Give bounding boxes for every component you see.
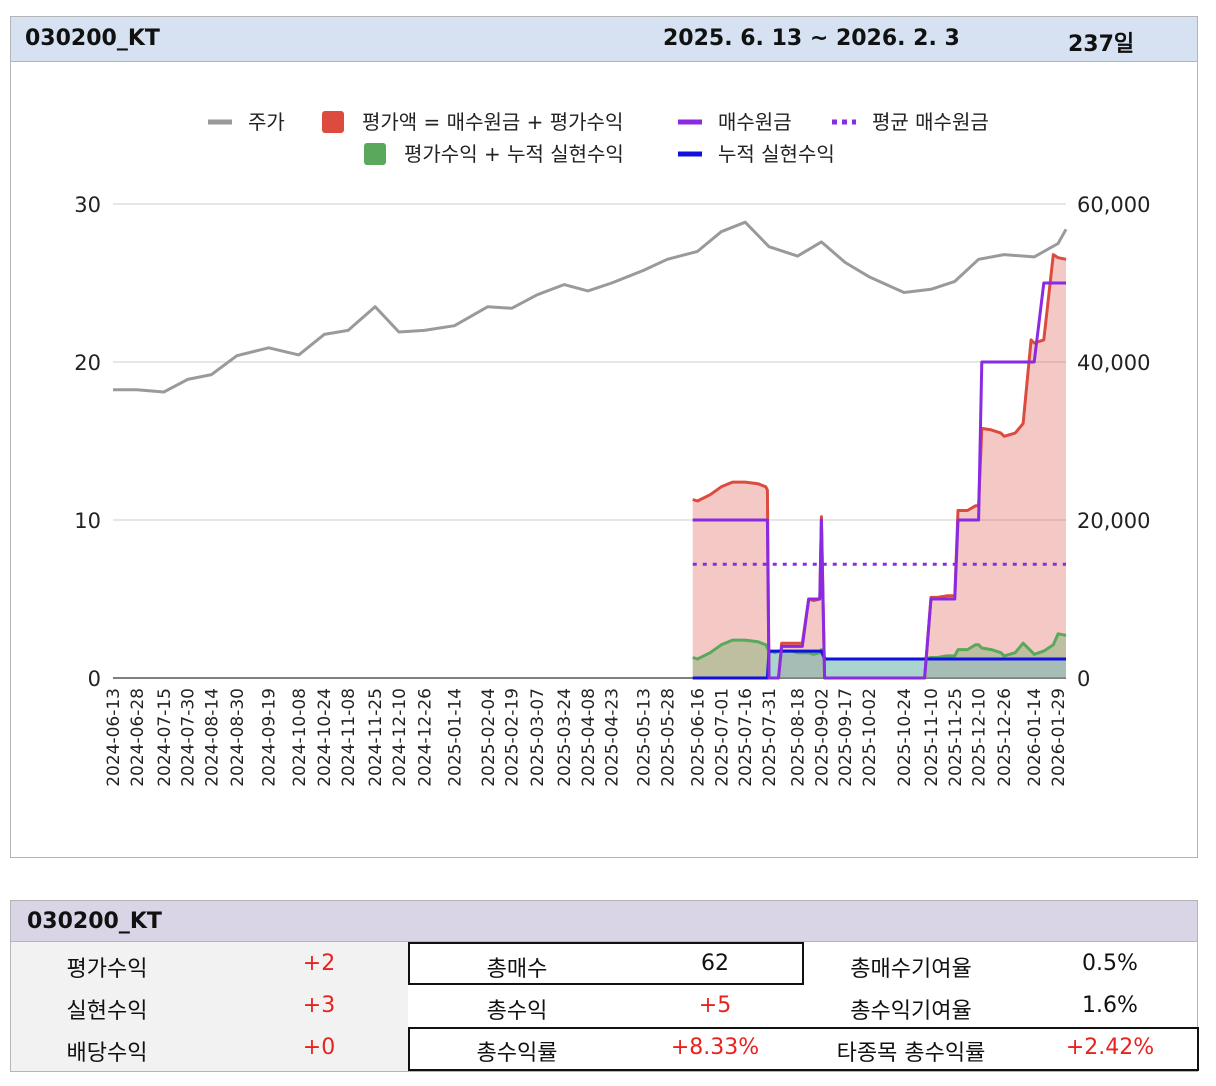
legend-label: 누적 실현수익	[718, 142, 835, 166]
x-axis-tick: 2025-09-17	[836, 688, 856, 787]
x-axis-tick: 2025-09-02	[812, 688, 832, 787]
x-axis-tick: 2024-10-08	[290, 688, 310, 787]
realized-area	[692, 651, 1066, 678]
left-axis-tick: 0	[88, 667, 101, 691]
summary-label: 평가수익	[66, 957, 148, 982]
x-axis-tick: 2026-01-29	[1049, 688, 1069, 787]
x-axis-tick: 2026-01-14	[1025, 688, 1045, 787]
x-axis-tick: 2025-10-24	[895, 688, 915, 787]
right-axis-tick: 20,000	[1077, 509, 1150, 533]
summary-table: 030200_KT 평가수익 +2 총매수 62 총매수기여율 0.5% 실현수익 +3 총수익…	[10, 900, 1199, 1072]
x-axis-tick: 2024-10-24	[315, 688, 335, 787]
summary-box-top	[408, 942, 804, 985]
principal-line	[692, 281, 1066, 680]
x-axis-tick: 2024-09-19	[260, 688, 280, 787]
x-axis-tick: 2025-03-07	[528, 688, 548, 787]
legend-label: 평가수익 + 누적 실현수익	[404, 142, 624, 166]
legend-label: 매수원금	[718, 110, 792, 134]
x-axis-tick: 2024-07-30	[179, 688, 199, 787]
summary-title: 030200_KT	[27, 909, 162, 934]
legend-swatch	[322, 111, 344, 133]
x-axis-tick: 2024-08-30	[228, 688, 248, 787]
price-line	[113, 220, 1068, 394]
summary-left-block	[11, 942, 408, 1071]
summary-value: +2	[302, 951, 336, 976]
summary-header: 030200_KT	[11, 901, 1197, 942]
x-axis-tick: 2024-06-28	[128, 688, 148, 787]
summary-value: +0	[302, 1035, 336, 1060]
summary-value: +3	[302, 993, 336, 1018]
summary-label: 실현수익	[66, 999, 148, 1024]
right-axis-tick: 0	[1077, 667, 1090, 691]
left-axis-tick: 20	[74, 351, 101, 375]
x-axis-tick: 2025-05-13	[635, 688, 655, 787]
valuation-area	[692, 254, 1066, 678]
day-count: 237일	[1068, 32, 1135, 57]
x-axis-tick: 2024-12-10	[390, 688, 410, 787]
x-axis-tick: 2024-11-08	[339, 688, 359, 787]
realized-line	[692, 649, 1066, 680]
summary-value: 1.6%	[1082, 993, 1138, 1018]
legend-label: 주가	[248, 110, 285, 134]
summary-label: 총매수기여율	[850, 957, 972, 982]
left-axis-tick: 10	[74, 509, 101, 533]
summary-label: 총수익률	[476, 1041, 558, 1066]
date-range: 2025. 6. 13 ~ 2026. 2. 3	[663, 26, 960, 51]
x-axis-tick: 2025-03-24	[555, 688, 575, 787]
legend-swatch	[364, 143, 386, 165]
summary-value: 0.5%	[1082, 951, 1138, 976]
right-axis-tick: 40,000	[1077, 351, 1150, 375]
right-axis-tick: 60,000	[1077, 193, 1150, 217]
x-axis-tick: 2025-04-23	[603, 688, 623, 787]
left-axis-tick: 30	[74, 193, 101, 217]
x-axis-tick: 2025-07-16	[736, 688, 756, 787]
x-axis-tick: 2024-06-13	[104, 688, 124, 787]
x-axis-tick: 2025-01-14	[445, 688, 465, 787]
summary-label: 총매수	[486, 957, 548, 982]
summary-label: 총수익	[486, 999, 548, 1024]
summary-box-bottom	[408, 1027, 1199, 1071]
x-axis-tick: 2025-11-10	[922, 688, 942, 787]
x-axis-tick: 2024-08-14	[202, 688, 222, 787]
summary-value: +8.33%	[670, 1035, 760, 1060]
summary-label: 총수익기여율	[850, 999, 972, 1024]
summary-value: +5	[698, 993, 732, 1018]
x-axis-tick: 2025-08-18	[789, 688, 809, 787]
legend-label: 평가액 = 매수원금 + 평가수익	[362, 110, 623, 134]
x-axis-tick: 2025-07-01	[712, 688, 732, 787]
x-axis-tick: 2024-12-26	[415, 688, 435, 787]
x-axis-tick: 2025-12-26	[995, 688, 1015, 787]
chart-header: 030200_KT 2025. 6. 13 ~ 2026. 2. 3 237일	[11, 17, 1197, 62]
x-axis-tick: 2025-02-19	[503, 688, 523, 787]
x-axis-tick: 2024-11-25	[366, 688, 386, 787]
ticker-title: 030200_KT	[25, 26, 160, 51]
summary-value: 62	[701, 951, 729, 976]
x-axis-tick: 2024-07-15	[155, 688, 175, 787]
x-axis-tick: 2025-02-04	[479, 688, 499, 787]
x-axis-tick: 2025-12-10	[970, 688, 990, 787]
x-axis-tick: 2025-07-31	[760, 688, 780, 787]
summary-value: +2.42%	[1065, 1035, 1155, 1060]
x-axis-tick: 2025-05-28	[658, 688, 678, 787]
gain-area	[692, 633, 1066, 678]
x-axis-tick: 2025-06-16	[689, 688, 709, 787]
x-axis-tick: 2025-04-08	[579, 688, 599, 787]
x-axis-tick: 2025-10-02	[860, 688, 880, 787]
x-axis-tick: 2025-11-25	[946, 688, 966, 787]
chart-panel: 030200_KT 2025. 6. 13 ~ 2026. 2. 3 237일	[10, 16, 1198, 858]
legend-label: 평균 매수원금	[872, 110, 989, 134]
summary-label: 타종목 총수익률	[836, 1041, 986, 1066]
summary-label: 배당수익	[66, 1041, 148, 1066]
